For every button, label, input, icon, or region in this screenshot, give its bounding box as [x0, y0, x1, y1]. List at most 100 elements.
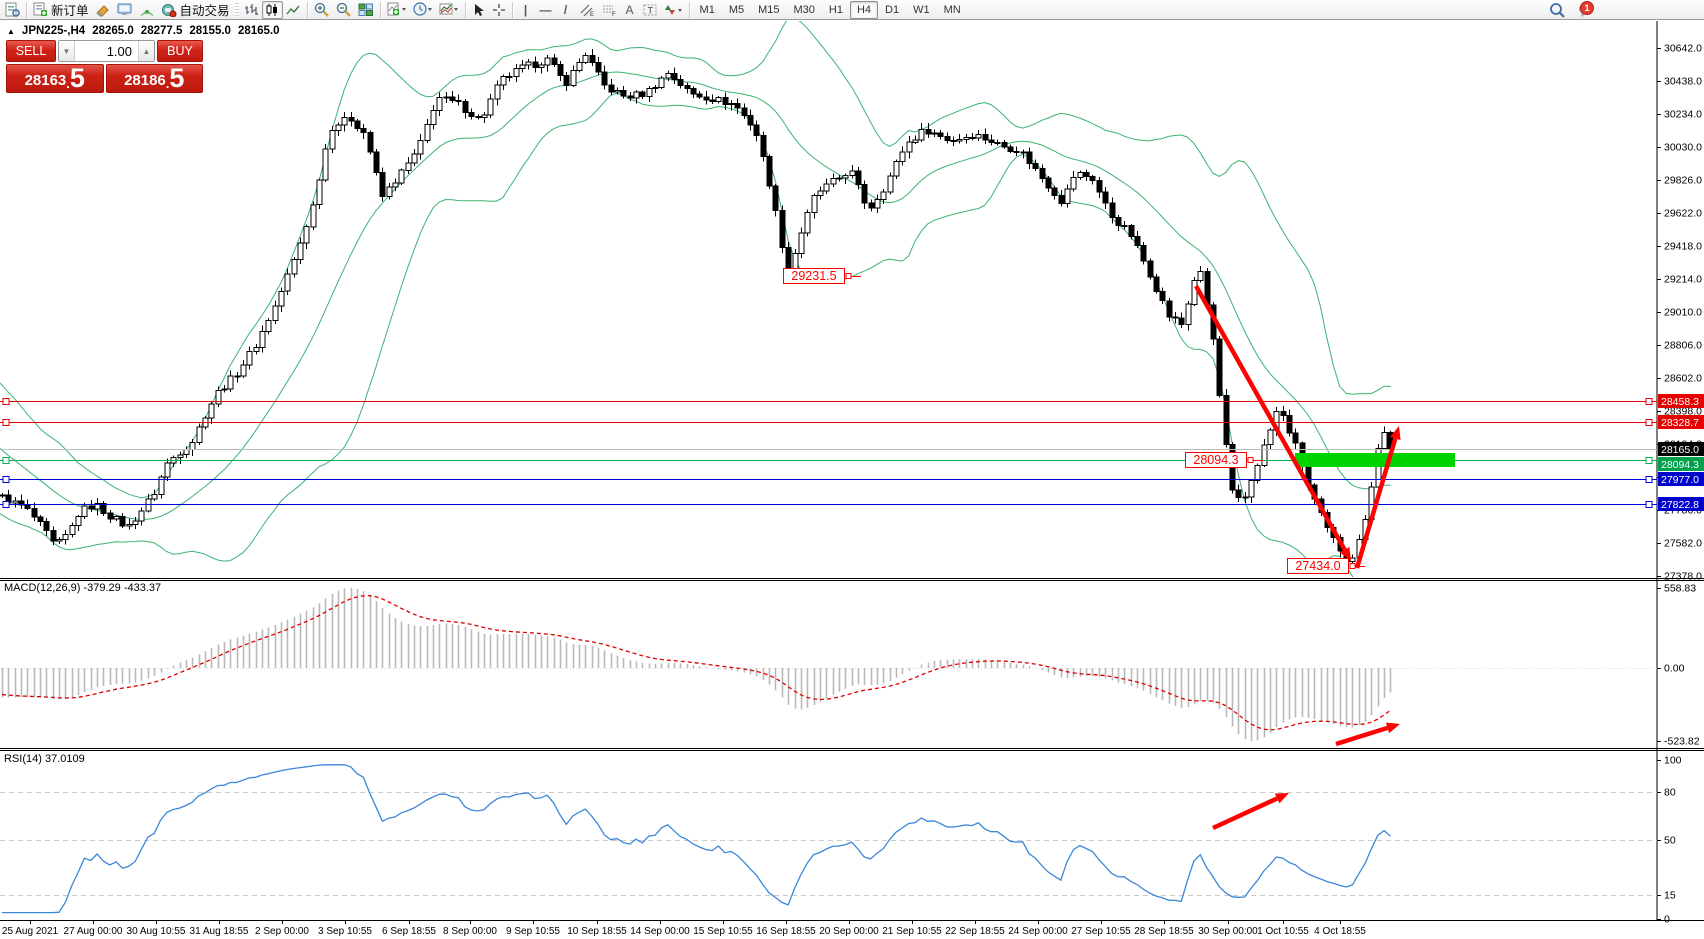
- trendline-tool-icon[interactable]: /: [563, 2, 568, 17]
- svg-text:30 Aug 10:55: 30 Aug 10:55: [127, 926, 186, 937]
- autotrading-button[interactable]: 自动交易: [158, 1, 233, 19]
- symbol-name: JPN225-,H4: [21, 25, 86, 37]
- svg-text:27822.8: 27822.8: [1661, 499, 1699, 511]
- svg-text:27 Sep 10:55: 27 Sep 10:55: [1071, 926, 1131, 937]
- svg-text:28094.3: 28094.3: [1661, 459, 1699, 471]
- svg-text:28 Sep 18:55: 28 Sep 18:55: [1134, 926, 1194, 937]
- main-toolbar: 新订单 自动交易 |: [0, 0, 1704, 20]
- svg-text:28806.0: 28806.0: [1664, 340, 1702, 352]
- sell-price-dot: .: [66, 76, 70, 91]
- sell-button[interactable]: SELL: [6, 40, 56, 62]
- text-label-tool-icon[interactable]: T: [640, 1, 660, 19]
- collapse-triangle-icon[interactable]: ▲: [7, 26, 15, 36]
- timeframe-h4[interactable]: H4: [849, 0, 879, 19]
- add-indicator-button[interactable]: [384, 1, 410, 19]
- svg-text:28398.0: 28398.0: [1664, 406, 1702, 418]
- red-trend-arrow[interactable]: [1194, 284, 1351, 561]
- tile-windows-icon[interactable]: [355, 1, 377, 19]
- crosshair-tool-icon[interactable]: [489, 1, 509, 19]
- red-trend-arrow[interactable]: [1212, 793, 1289, 831]
- pane-frames: [0, 21, 1704, 921]
- volume-decrease-button[interactable]: ▼: [59, 41, 75, 61]
- svg-text:1 Oct 10:55: 1 Oct 10:55: [1257, 926, 1309, 937]
- svg-text:F: F: [612, 12, 616, 17]
- candlestick-chart-type-icon[interactable]: [261, 0, 283, 19]
- period-selector-button[interactable]: [410, 1, 436, 19]
- candlesticks: [0, 49, 1394, 565]
- svg-text:16 Sep 18:55: 16 Sep 18:55: [756, 926, 816, 937]
- template-button[interactable]: [436, 1, 462, 19]
- svg-text:31 Aug 18:55: 31 Aug 18:55: [190, 926, 249, 937]
- signal-icon[interactable]: [136, 1, 158, 19]
- ohlc-close: 28165.0: [237, 25, 280, 37]
- sell-price-display[interactable]: 28163. 5: [6, 64, 104, 93]
- ohlc-high: 28277.5: [140, 25, 183, 37]
- toolbar-grip: [234, 2, 239, 17]
- vertical-line-tool-icon[interactable]: |: [523, 2, 528, 17]
- timeframe-m5[interactable]: M5: [722, 1, 751, 19]
- timeframe-bar: M1 M5 M15 M30 H1 H4 D1 W1 MN: [693, 0, 968, 19]
- svg-text:22 Sep 18:55: 22 Sep 18:55: [945, 926, 1005, 937]
- svg-text:25 Aug 2021: 25 Aug 2021: [2, 926, 59, 937]
- text-tool-icon[interactable]: A: [625, 2, 634, 17]
- fibonacci-tool-icon[interactable]: F: [598, 1, 620, 19]
- svg-text:27378.0: 27378.0: [1664, 571, 1702, 583]
- svg-text:8 Sep 00:00: 8 Sep 00:00: [443, 926, 497, 937]
- volume-increase-button[interactable]: ▲: [138, 41, 154, 61]
- buy-price-dot: .: [165, 76, 170, 91]
- macd-signal-line: [1, 595, 1391, 731]
- toolbar-separator: [379, 1, 381, 18]
- svg-text:20 Sep 00:00: 20 Sep 00:00: [819, 926, 879, 937]
- timeframe-d1[interactable]: D1: [878, 1, 906, 19]
- toolbar-separator: [511, 1, 513, 18]
- price-annotation-box[interactable]: 28094.3: [1185, 452, 1247, 468]
- eraser-icon[interactable]: [92, 1, 114, 19]
- red-trend-arrow[interactable]: [1335, 722, 1400, 747]
- toolbar-separator: [306, 1, 308, 18]
- red-trend-arrow[interactable]: [1354, 426, 1401, 569]
- price-annotation-box[interactable]: 29231.5: [783, 268, 845, 284]
- channel-tool-icon[interactable]: E: [576, 1, 598, 19]
- timeframe-h1[interactable]: H1: [822, 1, 850, 19]
- new-order-label: 新订单: [51, 4, 89, 18]
- timeframe-m1[interactable]: M1: [693, 1, 722, 19]
- buy-price-pip: 5: [169, 64, 185, 93]
- price-annotation-box[interactable]: 27434.0: [1287, 558, 1349, 574]
- buy-button[interactable]: BUY: [157, 40, 203, 62]
- timeframe-mn[interactable]: MN: [937, 1, 968, 19]
- svg-text:30030.0: 30030.0: [1664, 142, 1702, 154]
- buy-price-main: 28186: [124, 72, 166, 89]
- volume-value[interactable]: 1.00: [106, 43, 132, 59]
- terminal-icon[interactable]: [114, 1, 136, 19]
- green-highlight-bar[interactable]: [1295, 453, 1455, 467]
- line-chart-type-icon[interactable]: [283, 1, 304, 19]
- volume-stepper: ▼ 1.00 ▲: [58, 40, 155, 62]
- arrows-tool-button[interactable]: [660, 1, 686, 19]
- one-click-trading-panel: SELL ▼ 1.00 ▲ BUY 28163. 5 28186. 5: [6, 40, 203, 93]
- macd-indicator-label: MACD(12,26,9) -379.29 -433.37: [4, 582, 162, 594]
- rsi-indicator-label: RSI(14) 37.0109: [4, 753, 85, 765]
- timeframe-m30[interactable]: M30: [787, 1, 822, 19]
- timeframe-w1[interactable]: W1: [906, 1, 937, 19]
- zoom-in-icon[interactable]: [311, 1, 333, 19]
- svg-text:24 Sep 00:00: 24 Sep 00:00: [1008, 926, 1068, 937]
- toolbar-separator: [26, 1, 27, 18]
- search-icon[interactable]: [1546, 1, 1569, 19]
- svg-text:558.83: 558.83: [1664, 583, 1696, 595]
- cursor-tool-icon[interactable]: [469, 1, 489, 19]
- svg-text:30 Sep 00:00: 30 Sep 00:00: [1198, 926, 1258, 937]
- macd-histogram: [1, 588, 1392, 741]
- timeframe-m15[interactable]: M15: [751, 1, 786, 19]
- svg-text:28165.0: 28165.0: [1661, 444, 1699, 456]
- svg-text:28458.3: 28458.3: [1661, 396, 1699, 408]
- data-window-icon[interactable]: [2, 1, 23, 19]
- zoom-out-icon[interactable]: [333, 1, 355, 19]
- buy-price-display[interactable]: 28186. 5: [105, 64, 203, 93]
- bar-chart-type-icon[interactable]: [241, 1, 262, 19]
- new-order-button[interactable]: 新订单: [30, 1, 92, 19]
- svg-text:29622.0: 29622.0: [1664, 208, 1702, 220]
- notification-badge[interactable]: 1: [1580, 1, 1594, 15]
- horizontal-line-tool-icon[interactable]: —: [539, 2, 552, 17]
- svg-text:80: 80: [1664, 787, 1676, 799]
